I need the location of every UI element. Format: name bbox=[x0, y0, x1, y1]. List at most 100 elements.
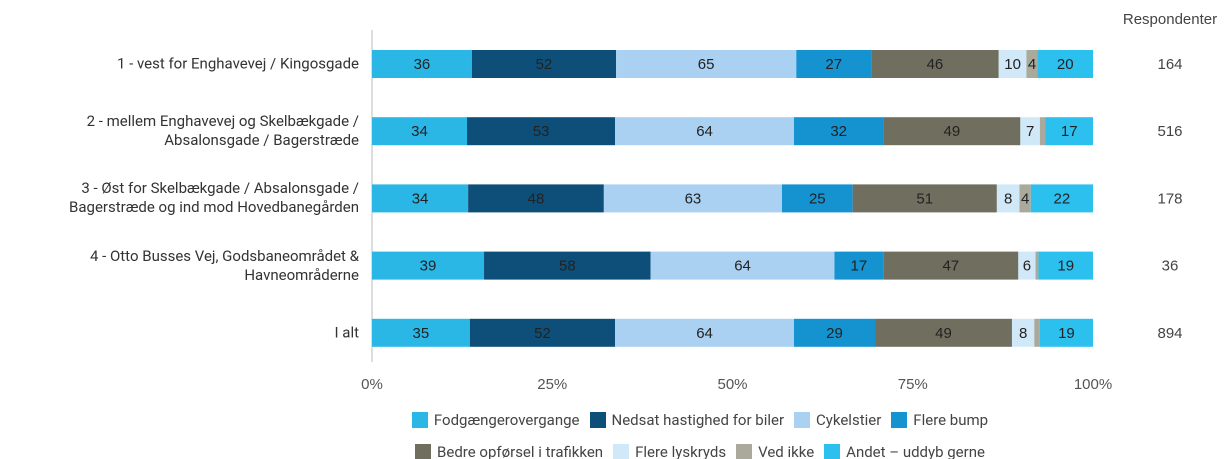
data-label: 64 bbox=[696, 325, 713, 342]
legend-label: Nedsat hastighed for biler bbox=[611, 411, 785, 429]
legend-label: Flere bump bbox=[913, 411, 989, 429]
data-label: 34 bbox=[412, 190, 429, 207]
bar-segment bbox=[793, 117, 884, 146]
bar-segment bbox=[615, 117, 794, 146]
category-label: 2 - mellem Enghavevej og Skelbækgade / A… bbox=[86, 112, 359, 150]
data-label: 4 bbox=[1028, 56, 1036, 73]
legend-label: Andet – uddyb gerne bbox=[846, 443, 985, 459]
data-label: 25 bbox=[809, 190, 826, 207]
bar-segment bbox=[1018, 251, 1036, 280]
bar-segment bbox=[875, 318, 1012, 347]
data-label: 52 bbox=[536, 56, 553, 73]
data-label: 64 bbox=[734, 258, 751, 275]
respondents-value: 164 bbox=[1157, 56, 1182, 73]
legend-swatch bbox=[891, 412, 908, 428]
bar-segment bbox=[1026, 50, 1038, 78]
bar-segment bbox=[471, 50, 617, 78]
data-label: 52 bbox=[534, 325, 551, 342]
bar-segment bbox=[1030, 184, 1093, 213]
legend-swatch bbox=[589, 412, 606, 428]
bar-segment bbox=[468, 184, 604, 213]
legend-row: Fodgængerovergange Nedsat hastighed for b… bbox=[300, 404, 1100, 436]
bar-segment bbox=[796, 50, 872, 78]
legend-item: Cykelstier bbox=[794, 411, 881, 429]
x-tick-label: 100% bbox=[1074, 376, 1112, 393]
category-label: 4 - Otto Busses Vej, Godsbaneområdet & H… bbox=[89, 246, 359, 284]
bar-segment bbox=[372, 251, 485, 280]
bar-segment bbox=[1019, 184, 1031, 213]
legend-swatch bbox=[794, 412, 811, 428]
bar-segment bbox=[615, 318, 794, 347]
legend-item: Flere lyskryds bbox=[613, 443, 726, 459]
legend-label: Bedre opførsel i trafikken bbox=[437, 443, 604, 459]
data-label: 29 bbox=[826, 325, 843, 342]
data-label: 22 bbox=[1054, 190, 1071, 207]
bar-segment bbox=[372, 184, 469, 213]
bar-segment bbox=[883, 117, 1021, 146]
data-label: 49 bbox=[944, 123, 961, 140]
data-label: 19 bbox=[1058, 325, 1075, 342]
legend-label: Ved ikke bbox=[758, 443, 815, 459]
bar-segment bbox=[871, 50, 999, 78]
data-label: 65 bbox=[698, 56, 715, 73]
bar-segment bbox=[469, 318, 616, 347]
bar-segment bbox=[852, 184, 997, 213]
bar-segment bbox=[998, 50, 1027, 78]
data-label: 20 bbox=[1057, 56, 1074, 73]
legend-item: Andet – uddyb gerne bbox=[824, 443, 985, 459]
bar-segment bbox=[793, 318, 876, 347]
bar-segment bbox=[372, 117, 468, 146]
data-label: 8 bbox=[1004, 190, 1012, 207]
data-label: 6 bbox=[1023, 258, 1031, 275]
bar-segment bbox=[1034, 318, 1040, 347]
bar-segment bbox=[372, 318, 470, 347]
bar-segment bbox=[1035, 251, 1039, 280]
bar-segment bbox=[467, 117, 616, 146]
data-label: 8 bbox=[1019, 325, 1027, 342]
respondents-value: 178 bbox=[1157, 190, 1182, 207]
data-label: 58 bbox=[559, 258, 576, 275]
bar-segment bbox=[834, 251, 884, 280]
bar-segment bbox=[996, 184, 1020, 213]
legend-swatch bbox=[736, 444, 753, 459]
data-label: 53 bbox=[533, 123, 550, 140]
legend-swatch bbox=[613, 444, 630, 459]
legend-item: Bedre opførsel i trafikken bbox=[415, 443, 603, 459]
bar-segment bbox=[781, 184, 853, 213]
data-label: 47 bbox=[942, 258, 959, 275]
legend-swatch bbox=[411, 412, 428, 428]
bar-segment bbox=[1039, 117, 1046, 146]
legend-swatch bbox=[415, 444, 432, 459]
data-label: 64 bbox=[696, 123, 713, 140]
bar-segment bbox=[1037, 50, 1093, 78]
category-label: I alt bbox=[334, 323, 359, 342]
legend-label: Cykelstier bbox=[816, 411, 882, 429]
respondents-value: 516 bbox=[1157, 123, 1182, 140]
data-label: 36 bbox=[414, 56, 431, 73]
legend-item: Flere bump bbox=[891, 411, 988, 429]
data-label: 34 bbox=[411, 123, 428, 140]
data-label: 32 bbox=[830, 123, 847, 140]
legend-row: Bedre opførsel i trafikken Flere lyskryds… bbox=[300, 436, 1100, 459]
bar-segment bbox=[616, 50, 797, 78]
category-label: 1 - vest for Enghavevej / Kingosgade bbox=[116, 54, 359, 73]
data-label: 17 bbox=[851, 258, 868, 275]
x-tick-label: 0% bbox=[361, 376, 383, 393]
legend-item: Ved ikke bbox=[736, 443, 814, 459]
respondents-header: Respondenter bbox=[1123, 11, 1217, 28]
x-tick-label: 25% bbox=[537, 376, 567, 393]
legend-item: Fodgængerovergange bbox=[411, 411, 580, 429]
bar-segment bbox=[484, 251, 651, 280]
data-label: 35 bbox=[413, 325, 430, 342]
bar-segment bbox=[1020, 117, 1040, 146]
bar-segment bbox=[883, 251, 1019, 280]
bar-segment bbox=[1045, 117, 1093, 146]
bar-segment bbox=[650, 251, 835, 280]
bar-segment bbox=[603, 184, 782, 213]
data-label: 63 bbox=[685, 190, 702, 207]
data-label: 46 bbox=[927, 56, 944, 73]
data-label: 27 bbox=[825, 56, 842, 73]
legend-label: Fodgængerovergange bbox=[433, 411, 580, 429]
